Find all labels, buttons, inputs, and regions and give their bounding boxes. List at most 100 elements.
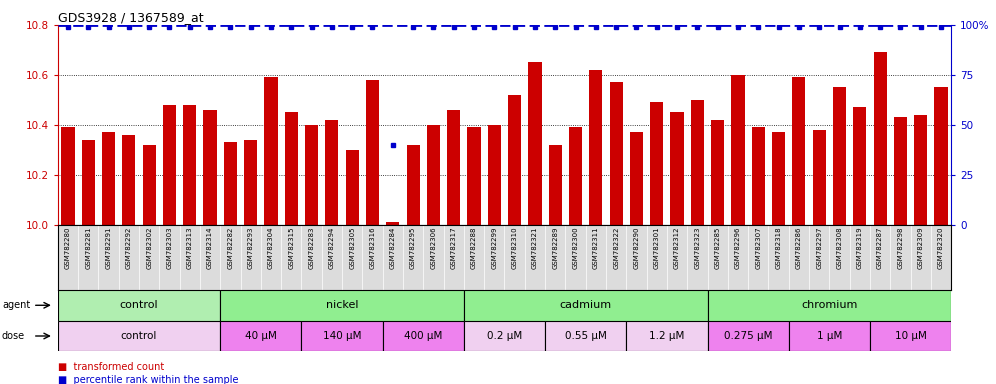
Bar — [82, 140, 95, 225]
Text: GSM782285: GSM782285 — [715, 227, 721, 269]
Bar — [142, 145, 155, 225]
Bar — [813, 130, 826, 225]
Bar — [183, 105, 196, 225]
Bar — [549, 145, 562, 225]
Bar — [464, 321, 545, 351]
Bar — [58, 321, 220, 351]
Text: GSM782297: GSM782297 — [816, 227, 823, 269]
Bar — [590, 70, 603, 225]
Text: GDS3928 / 1367589_at: GDS3928 / 1367589_at — [58, 11, 203, 24]
Bar — [893, 118, 907, 225]
Text: nickel: nickel — [326, 300, 359, 310]
Bar — [569, 127, 582, 225]
Bar — [670, 113, 683, 225]
Text: GSM782317: GSM782317 — [451, 227, 457, 269]
Text: GSM782322: GSM782322 — [614, 227, 620, 269]
Text: GSM782311: GSM782311 — [593, 227, 599, 269]
Bar — [302, 321, 382, 351]
Text: GSM782287: GSM782287 — [877, 227, 883, 269]
Bar — [792, 78, 806, 225]
Bar — [382, 321, 464, 351]
Bar — [870, 321, 951, 351]
Text: GSM782312: GSM782312 — [674, 227, 680, 269]
Text: GSM782303: GSM782303 — [166, 227, 172, 269]
Bar — [691, 100, 704, 225]
Text: GSM782289: GSM782289 — [552, 227, 558, 269]
Text: GSM782299: GSM782299 — [491, 227, 497, 269]
Text: dose: dose — [2, 331, 25, 341]
Bar — [707, 290, 951, 321]
Bar — [224, 142, 237, 225]
Text: GSM782296: GSM782296 — [735, 227, 741, 269]
Text: GSM782295: GSM782295 — [410, 227, 416, 269]
Text: GSM782290: GSM782290 — [633, 227, 639, 269]
Bar — [528, 62, 542, 225]
Text: GSM782284: GSM782284 — [389, 227, 395, 269]
Text: GSM782304: GSM782304 — [268, 227, 274, 269]
Bar — [123, 135, 135, 225]
Bar — [934, 87, 947, 225]
Text: GSM782321: GSM782321 — [532, 227, 538, 269]
Text: GSM782315: GSM782315 — [288, 227, 294, 269]
Bar — [707, 321, 789, 351]
Text: 0.2 μM: 0.2 μM — [487, 331, 522, 341]
Text: agent: agent — [2, 300, 30, 310]
Text: GSM782283: GSM782283 — [309, 227, 315, 269]
Text: 40 μM: 40 μM — [245, 331, 277, 341]
Text: GSM782282: GSM782282 — [227, 227, 233, 269]
Text: GSM782305: GSM782305 — [350, 227, 356, 269]
Bar — [467, 127, 481, 225]
Bar — [220, 321, 302, 351]
Text: GSM782318: GSM782318 — [776, 227, 782, 269]
Bar — [427, 125, 440, 225]
Text: GSM782313: GSM782313 — [186, 227, 193, 269]
Text: GSM782294: GSM782294 — [329, 227, 335, 269]
Text: control: control — [121, 331, 157, 341]
Text: GSM782309: GSM782309 — [917, 227, 923, 269]
Text: GSM782310: GSM782310 — [512, 227, 518, 269]
Bar — [610, 82, 622, 225]
Text: 1.2 μM: 1.2 μM — [649, 331, 684, 341]
Bar — [203, 110, 217, 225]
Bar — [386, 222, 399, 225]
Bar — [752, 127, 765, 225]
Bar — [508, 95, 521, 225]
Text: GSM782280: GSM782280 — [65, 227, 71, 269]
Bar — [626, 321, 707, 351]
Text: GSM782316: GSM782316 — [370, 227, 375, 269]
Bar — [914, 115, 927, 225]
Text: GSM782286: GSM782286 — [796, 227, 802, 269]
Bar — [162, 105, 176, 225]
Bar — [731, 75, 745, 225]
Text: GSM782319: GSM782319 — [857, 227, 863, 269]
Text: 1 μM: 1 μM — [817, 331, 842, 341]
Text: GSM782308: GSM782308 — [837, 227, 843, 269]
Text: 140 μM: 140 μM — [323, 331, 362, 341]
Bar — [406, 145, 419, 225]
Bar — [305, 125, 318, 225]
Text: GSM782288: GSM782288 — [471, 227, 477, 269]
Text: GSM782306: GSM782306 — [430, 227, 436, 269]
Text: GSM782307: GSM782307 — [755, 227, 761, 269]
Bar — [220, 290, 464, 321]
Text: GSM782291: GSM782291 — [106, 227, 112, 269]
Text: control: control — [120, 300, 158, 310]
Text: GSM782293: GSM782293 — [248, 227, 254, 269]
Bar — [873, 53, 886, 225]
Bar — [789, 321, 870, 351]
Bar — [326, 120, 339, 225]
Bar — [264, 78, 278, 225]
Bar — [833, 87, 847, 225]
Text: GSM782292: GSM782292 — [125, 227, 131, 269]
Bar — [629, 132, 643, 225]
Text: GSM782298: GSM782298 — [897, 227, 903, 269]
Bar — [346, 150, 359, 225]
Bar — [62, 127, 75, 225]
Text: ■  transformed count: ■ transformed count — [58, 362, 164, 372]
Text: GSM782323: GSM782323 — [694, 227, 700, 269]
Bar — [488, 125, 501, 225]
Bar — [650, 102, 663, 225]
Text: GSM782302: GSM782302 — [146, 227, 152, 269]
Text: GSM782314: GSM782314 — [207, 227, 213, 269]
Text: chromium: chromium — [801, 300, 858, 310]
